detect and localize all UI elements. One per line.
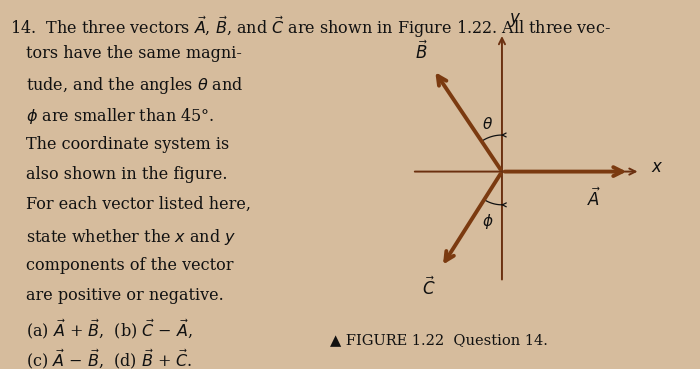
Text: state whether the $x$ and $y$: state whether the $x$ and $y$ xyxy=(27,227,237,246)
Text: $\phi$ are smaller than 45°.: $\phi$ are smaller than 45°. xyxy=(27,106,215,125)
Text: are positive or negative.: are positive or negative. xyxy=(27,287,224,304)
Text: $\theta$: $\theta$ xyxy=(482,116,493,132)
Text: ▲ FIGURE 1.22  Question 14.: ▲ FIGURE 1.22 Question 14. xyxy=(330,334,547,348)
Text: $\phi$: $\phi$ xyxy=(482,212,494,231)
Text: For each vector listed here,: For each vector listed here, xyxy=(27,196,251,213)
Text: components of the vector: components of the vector xyxy=(27,257,234,274)
Text: tors have the same magni-: tors have the same magni- xyxy=(27,45,242,62)
Text: $\vec{A}$: $\vec{A}$ xyxy=(587,187,601,210)
Text: (c) $\vec{A}$ $-$ $\vec{B}$,  (d) $\vec{B}$ + $\vec{C}$.: (c) $\vec{A}$ $-$ $\vec{B}$, (d) $\vec{B… xyxy=(27,348,192,369)
Text: also shown in the figure.: also shown in the figure. xyxy=(27,166,228,183)
Text: $\vec{C}$: $\vec{C}$ xyxy=(422,277,436,299)
Text: $\vec{B}$: $\vec{B}$ xyxy=(415,41,428,63)
Text: $x$: $x$ xyxy=(652,159,664,176)
Text: 14.  The three vectors $\vec{A}$, $\vec{B}$, and $\vec{C}$ are shown in Figure 1: 14. The three vectors $\vec{A}$, $\vec{B… xyxy=(10,15,612,40)
Text: $y$: $y$ xyxy=(509,11,521,29)
Text: tude, and the angles $\theta$ and: tude, and the angles $\theta$ and xyxy=(27,75,244,96)
Text: The coordinate system is: The coordinate system is xyxy=(27,136,230,153)
Text: (a) $\vec{A}$ + $\vec{B}$,  (b) $\vec{C}$ $-$ $\vec{A}$,: (a) $\vec{A}$ + $\vec{B}$, (b) $\vec{C}$… xyxy=(27,317,193,341)
